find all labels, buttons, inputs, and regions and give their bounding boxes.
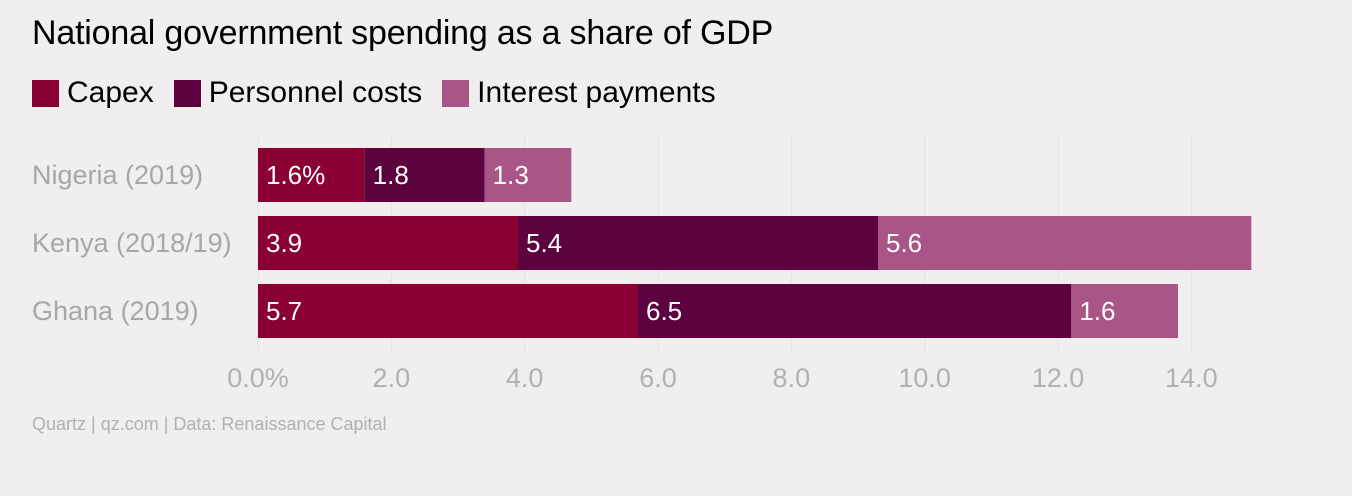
data-label: 5.4 xyxy=(526,228,562,258)
legend-label-capex: Capex xyxy=(67,76,154,109)
x-tick-label: 14.0 xyxy=(1165,363,1218,393)
chart-title: National government spending as a share … xyxy=(32,14,774,52)
x-tick-label: 12.0 xyxy=(1032,363,1085,393)
legend-item-capex: Capex xyxy=(32,76,154,110)
data-label: 1.6 xyxy=(1079,296,1115,326)
bar-segment xyxy=(484,148,572,202)
bar-segment xyxy=(638,284,1072,338)
legend-swatch-personnel-costs xyxy=(173,79,201,107)
x-tick-label: 2.0 xyxy=(373,363,411,393)
legend-swatch-capex xyxy=(32,79,59,107)
data-label: 5.6 xyxy=(886,228,922,258)
stacked-bar-chart: Nigeria (2019) 1.6% 1.8 1.3 Kenya (2018/19) 3… xyxy=(32,136,1252,393)
data-label: 1.8 xyxy=(373,160,409,190)
legend-item-interest-payments: Interest payments xyxy=(442,76,716,110)
source-credit: Quartz | qz.com | Data: Renaissance Capi… xyxy=(32,414,387,434)
x-tick-label: 4.0 xyxy=(506,363,544,393)
legend-swatch-interest-payments xyxy=(442,79,470,107)
category-label: Nigeria (2019) xyxy=(32,160,203,190)
x-tick-label: 10.0 xyxy=(898,363,951,393)
bar-segment xyxy=(258,284,638,338)
bar-segment xyxy=(878,216,1252,270)
category-label: Kenya (2018/19) xyxy=(32,228,232,258)
data-label: 5.7 xyxy=(266,296,302,326)
bar-segment xyxy=(518,216,878,270)
data-label: 1.3 xyxy=(493,160,529,190)
x-tick-label: 0.0% xyxy=(227,363,289,393)
bar-segment xyxy=(258,148,365,202)
data-label: 1.6% xyxy=(266,160,325,190)
bar-segment xyxy=(364,148,485,202)
category-label: Ghana (2019) xyxy=(32,296,199,326)
x-tick-label: 8.0 xyxy=(773,363,811,393)
bar-segment xyxy=(1071,284,1178,338)
legend-label-personnel-costs: Personnel costs xyxy=(208,76,423,109)
data-label: 6.5 xyxy=(646,296,682,326)
legend-label-interest-payments: Interest payments xyxy=(477,76,716,109)
data-label: 3.9 xyxy=(266,228,302,258)
chart-legend: Capex Personnel costs Interest payments xyxy=(32,76,736,110)
legend-item-personnel-costs: Personnel costs xyxy=(173,76,423,110)
bar-segment xyxy=(258,216,518,270)
x-tick-label: 6.0 xyxy=(639,363,677,393)
